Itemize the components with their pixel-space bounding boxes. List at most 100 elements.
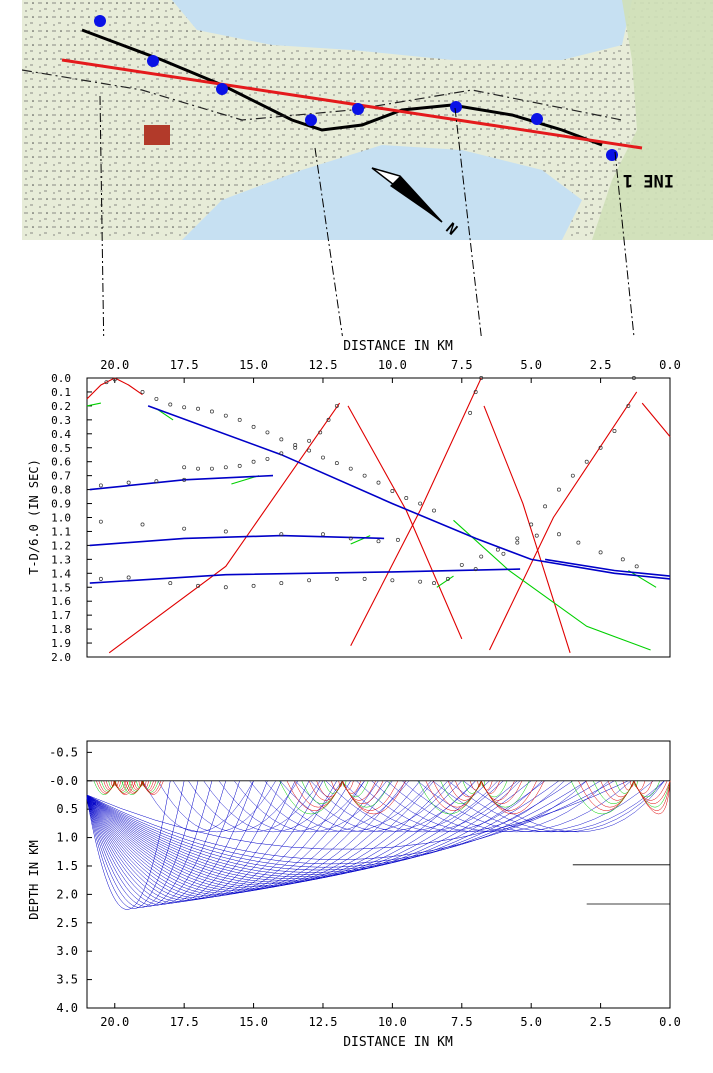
observed-point xyxy=(376,539,381,544)
blue-ray xyxy=(142,780,254,833)
y-tick-label: 1.0 xyxy=(56,831,78,845)
observed-point xyxy=(126,480,131,485)
y-tick-label: 1.3 xyxy=(51,553,71,566)
red-ray xyxy=(629,780,635,787)
observed-point xyxy=(223,529,228,534)
shotpoint-marker xyxy=(450,101,462,113)
observed-point xyxy=(557,487,561,492)
traveltime-y-ticks: 0.00.10.20.30.40.50.60.70.80.91.01.11.21… xyxy=(51,372,92,664)
blue-ray xyxy=(86,780,449,887)
observed-point xyxy=(251,424,256,429)
observed-point xyxy=(223,465,228,470)
observed-point xyxy=(557,532,561,537)
blue-ray xyxy=(86,780,379,894)
traveltime-observed-points xyxy=(98,376,639,590)
observed-point xyxy=(154,479,159,484)
traveltime-panel: DISTANCE IN KM T-D/6.0 (IN SEC) 20.0 17.5… xyxy=(27,339,681,664)
red-ray xyxy=(338,780,343,787)
red-traveltime-curve xyxy=(483,405,571,653)
red-ray xyxy=(142,780,164,795)
observed-point xyxy=(293,443,298,447)
observed-point xyxy=(468,410,473,415)
y-tick-label: 1.5 xyxy=(56,859,78,873)
blue-ray xyxy=(157,780,276,832)
observed-point xyxy=(612,429,617,433)
y-tick-label: -0.5 xyxy=(49,745,78,759)
shotpoint-marker xyxy=(147,55,159,67)
blue-ray xyxy=(86,780,296,901)
y-tick-label: 1.8 xyxy=(51,623,71,636)
y-tick-label: 1.4 xyxy=(51,567,71,580)
x-tick-label: 5.0 xyxy=(520,358,542,372)
red-ray xyxy=(331,780,343,791)
observed-point xyxy=(318,430,323,435)
green-traveltime-curve xyxy=(436,575,454,588)
red-ray xyxy=(477,780,482,787)
observed-point xyxy=(390,578,395,583)
y-tick-label: 0.8 xyxy=(51,484,71,497)
observed-point xyxy=(182,477,187,482)
y-tick-label: 1.6 xyxy=(51,595,71,608)
blue-ray xyxy=(310,780,499,833)
observed-point xyxy=(626,403,631,408)
x-tick-label: 7.5 xyxy=(451,358,473,372)
blue-ray xyxy=(86,780,601,865)
observed-point xyxy=(334,461,339,466)
observed-point xyxy=(98,576,103,581)
x-tick-label: 15.0 xyxy=(239,358,268,372)
y-tick-label: 1.7 xyxy=(51,609,71,622)
observed-point xyxy=(326,417,331,422)
green-ray xyxy=(615,780,635,794)
blue-ray xyxy=(86,780,268,903)
observed-point xyxy=(209,466,214,471)
y-tick-label: 1.1 xyxy=(51,525,71,538)
red-ray xyxy=(633,780,671,811)
raytrace-panel: DISTANCE IN KM DEPTH IN KM 20.0 17.5 15.0 1… xyxy=(27,740,681,1050)
y-tick-label: 0.2 xyxy=(51,400,71,413)
blue-ray xyxy=(86,780,213,907)
observed-point xyxy=(334,576,339,581)
observed-point xyxy=(445,576,450,581)
location-map: N INE 1 xyxy=(22,0,713,240)
blue-ray xyxy=(463,780,665,832)
x-tick-label: 0.0 xyxy=(659,1015,681,1029)
green-traveltime-curve xyxy=(86,402,102,407)
observed-point xyxy=(390,489,395,493)
observed-point xyxy=(395,537,400,542)
observed-point xyxy=(376,480,381,485)
blue-ray xyxy=(86,780,310,900)
observed-point xyxy=(479,554,484,559)
x-tick-label: 17.5 xyxy=(170,358,199,372)
blue-traveltime-curve xyxy=(89,474,274,491)
blue-ray xyxy=(86,780,532,878)
observed-point xyxy=(598,445,603,450)
observed-point xyxy=(501,551,506,556)
shotpoint-marker xyxy=(531,113,543,125)
observed-point xyxy=(534,533,539,538)
shotpoint-marker xyxy=(352,103,364,115)
blue-ray xyxy=(86,780,476,885)
y-tick-label: 0.7 xyxy=(51,470,71,483)
blue-ray xyxy=(86,780,240,905)
raytrace-frame xyxy=(86,740,671,1009)
x-tick-label: 5.0 xyxy=(520,1015,542,1029)
observed-point xyxy=(126,575,131,580)
map-water xyxy=(172,0,632,60)
leader-line xyxy=(314,147,343,337)
map-shotpoints xyxy=(94,15,618,161)
y-tick-label: 4.0 xyxy=(56,1001,78,1015)
observed-point xyxy=(112,377,117,382)
red-traveltime-curve xyxy=(347,405,463,640)
observed-point xyxy=(362,576,367,581)
blue-ray xyxy=(86,780,546,875)
green-traveltime-curve xyxy=(350,535,371,545)
y-tick-label: 0.1 xyxy=(51,386,71,399)
observed-point xyxy=(404,496,409,500)
shotpoint-marker xyxy=(216,83,228,95)
observed-point xyxy=(140,390,145,394)
raytrace-y-ticks: -0.5 -0.0 0.5 1.0 1.5 2.0 2.5 3.0 3.5 4.0 xyxy=(49,745,92,1015)
map-town-block xyxy=(144,125,170,145)
observed-point xyxy=(154,396,159,401)
observed-point xyxy=(515,540,520,545)
